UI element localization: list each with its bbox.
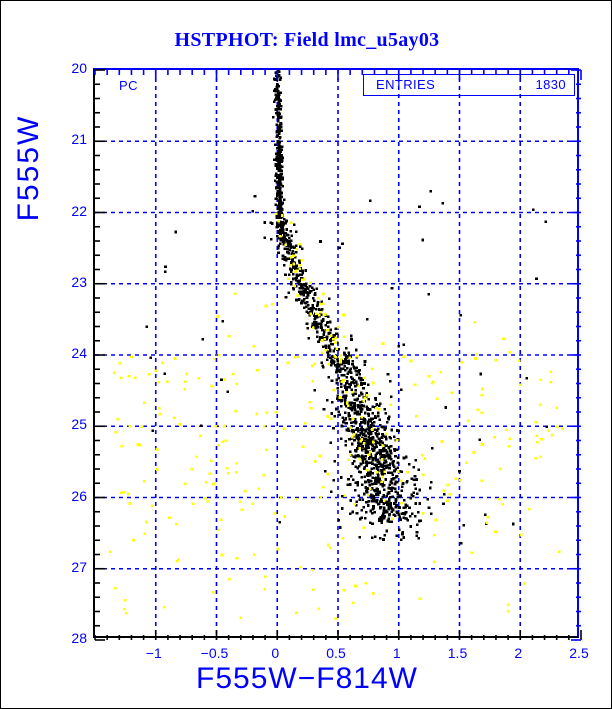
plot-area: PC ENTRIES 1830 (93, 68, 582, 641)
x-axis-tick-labels: −1 −0.5 0 0.5 1 1.5 2 2.5 (1, 645, 611, 665)
x-axis-title: F555W−F814W (196, 662, 418, 695)
page-title: HSTPHOT: Field lmc_u5ay03 (174, 29, 440, 51)
y-axis-title: F555W (12, 114, 45, 222)
entries-box: ENTRIES 1830 (363, 74, 575, 96)
y-tick-label: 26 (71, 487, 87, 504)
entries-value: 1830 (535, 77, 566, 92)
y-axis-tick-labels: 20 21 22 23 24 25 26 27 28 (43, 1, 87, 708)
y-tick-label: 22 (71, 202, 87, 219)
x-tick-label: 1.5 (447, 645, 468, 661)
plot-canvas: PC ENTRIES 1830 (94, 69, 582, 641)
y-tick-label: 25 (71, 416, 87, 433)
x-tick-label: 0.5 (326, 645, 346, 661)
y-tick-label: 21 (71, 131, 87, 148)
y-tick-label: 23 (71, 273, 87, 290)
x-tick-label: 1 (392, 645, 401, 661)
y-tick-label: 27 (71, 558, 87, 575)
x-tick-label: 2.5 (569, 645, 589, 661)
entries-label: ENTRIES (376, 77, 436, 92)
chip-label: PC (119, 78, 139, 93)
axis-tick-marks (94, 69, 582, 641)
y-tick-label: 20 (71, 60, 87, 76)
grid-lines (95, 70, 581, 640)
x-tick-label: 0 (271, 645, 280, 661)
x-tick-label: −1 (145, 645, 162, 661)
y-tick-label: 24 (71, 345, 87, 361)
x-tick-label: 2 (514, 645, 523, 661)
y-tick-label: 28 (71, 630, 87, 646)
x-tick-label: −0.5 (200, 645, 229, 661)
scatter-points (108, 70, 564, 620)
